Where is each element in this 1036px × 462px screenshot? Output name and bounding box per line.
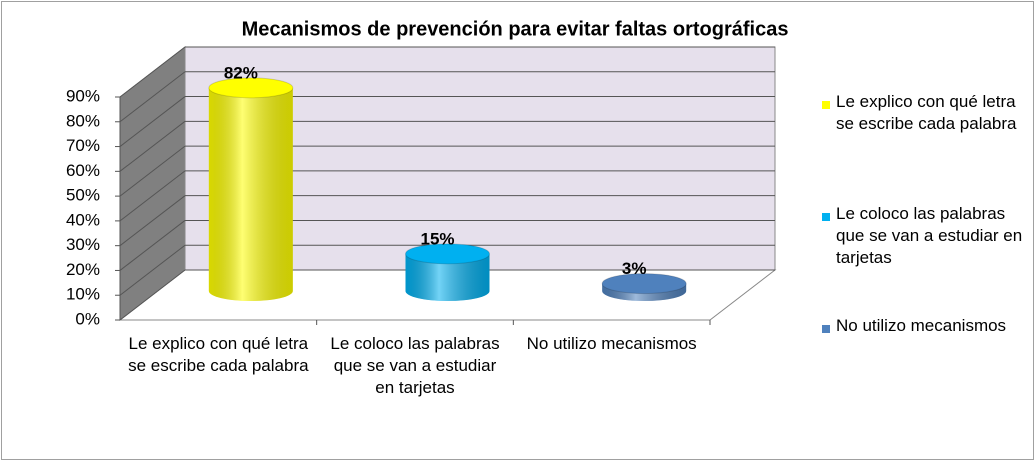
legend-swatch [822, 101, 830, 109]
x-tick-label: Le coloco las palabras que se van a estu… [330, 334, 500, 397]
x-tick-label: Le coloco las palabras que se van a estu… [330, 334, 500, 397]
legend-label: Le coloco las palabras que se van a estu… [836, 204, 1023, 267]
y-tick-label: 0% [75, 309, 100, 328]
bar-top [405, 243, 490, 265]
y-tick-label: 40% [66, 210, 100, 229]
x-tick-label: No utilizo mecanismos [526, 334, 697, 353]
bar-shade [208, 87, 293, 301]
y-tick-label: 50% [66, 186, 100, 205]
bar-top [208, 77, 294, 99]
chart-title: Mecanismos de prevención para evitar fal… [242, 18, 789, 40]
bar-shade [405, 253, 490, 301]
legend-swatch [822, 325, 830, 333]
bar-top [601, 273, 687, 295]
legend-label: Le explico con qué letra se escribe cada… [836, 92, 1017, 133]
legend-label: Le explico con qué letra se escribe cada… [836, 92, 1017, 133]
legend-label: No utilizo mecanismos [836, 316, 1007, 335]
grid-line [119, 195, 186, 247]
y-tick-label: 20% [66, 260, 100, 279]
y-tick-label: 80% [66, 111, 100, 130]
value-label: 3% [622, 259, 647, 278]
y-tick-label: 10% [66, 285, 100, 304]
grid-line [119, 120, 186, 172]
grid-line [119, 269, 186, 321]
grid-line [119, 220, 186, 271]
legend-label: Le coloco las palabras que se van a estu… [836, 204, 1023, 267]
x-tick-label: Le explico con qué letra se escribe cada… [128, 334, 309, 375]
grid-line [119, 244, 186, 296]
value-label: 82% [224, 63, 258, 82]
grid-line [119, 170, 186, 222]
y-tick-label: 90% [66, 86, 100, 105]
y-tick-label: 60% [66, 161, 100, 180]
grid-line [119, 145, 186, 197]
grid-line [119, 96, 186, 147]
y-tick-label: 70% [66, 136, 100, 155]
x-tick-label: Le explico con qué letra se escribe cada… [128, 334, 309, 375]
grid-line [119, 46, 186, 98]
x-tick-label: No utilizo mecanismos [526, 334, 697, 353]
grid-line [119, 71, 186, 123]
y-tick-label: 30% [66, 235, 100, 254]
legend-swatch [822, 213, 830, 221]
value-label: 15% [420, 229, 454, 248]
legend-label: No utilizo mecanismos [836, 316, 1007, 335]
